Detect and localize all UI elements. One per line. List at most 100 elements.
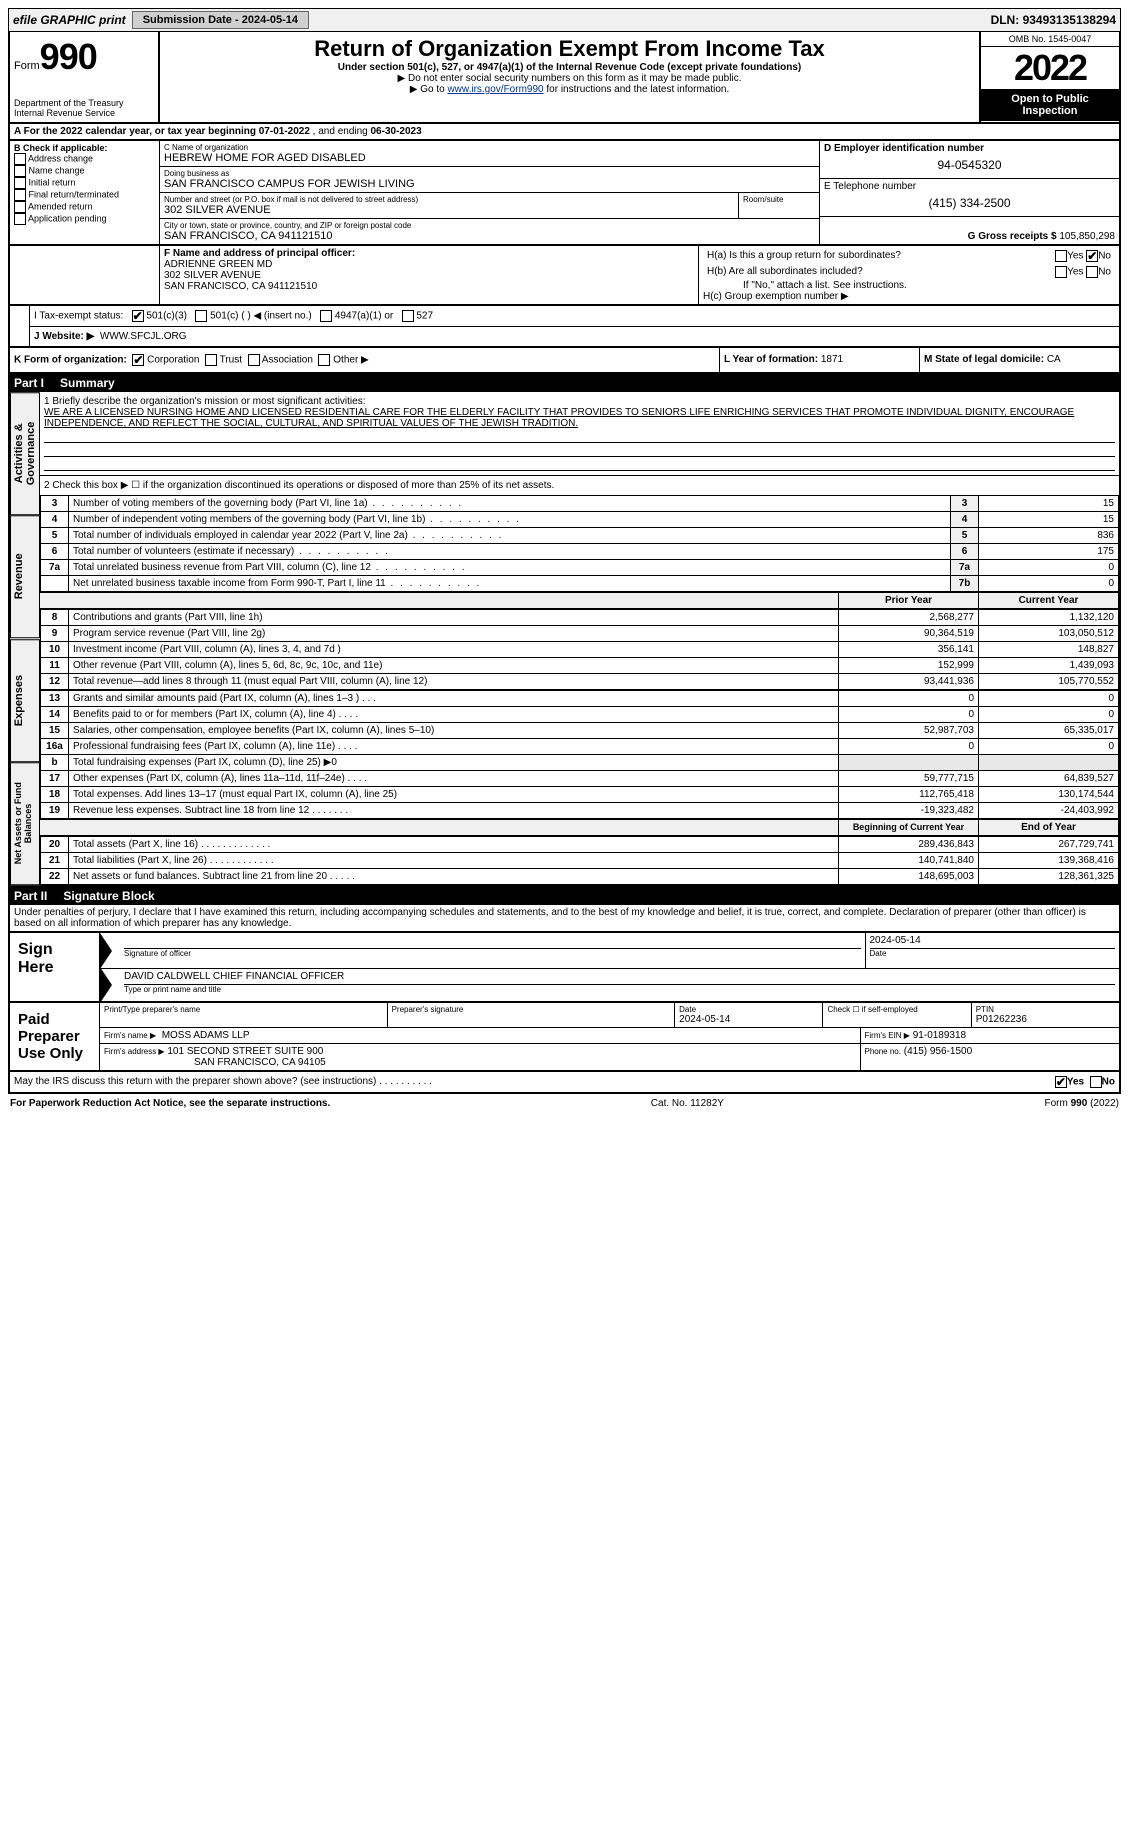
ha-yes[interactable] bbox=[1055, 250, 1067, 262]
officer-name: ADRIENNE GREEN MD bbox=[164, 259, 694, 270]
box-number: 3 bbox=[951, 496, 979, 512]
summary-table-revenue: 8 Contributions and grants (Part VIII, l… bbox=[40, 609, 1119, 690]
block-f-h: F Name and address of principal officer:… bbox=[8, 246, 1121, 306]
line-number: 17 bbox=[41, 771, 69, 787]
cb-association[interactable] bbox=[248, 354, 260, 366]
paid-preparer-block: Paid Preparer Use Only Print/Type prepar… bbox=[8, 1003, 1121, 1072]
part2-num: Part II bbox=[14, 889, 47, 903]
cb-other[interactable] bbox=[318, 354, 330, 366]
cb-501c[interactable] bbox=[195, 310, 207, 322]
cb-501c3[interactable] bbox=[132, 310, 144, 322]
prep-date: 2024-05-14 bbox=[679, 1014, 818, 1025]
dln: DLN: 93493135138294 bbox=[991, 13, 1116, 27]
hdr-current-year: Current Year bbox=[979, 593, 1119, 609]
line-number: 10 bbox=[41, 642, 69, 658]
prior-value: 140,741,840 bbox=[839, 853, 979, 869]
firm-phone: (415) 956-1500 bbox=[904, 1046, 972, 1057]
arrow-icon bbox=[100, 933, 112, 969]
tab-governance: Activities & Governance bbox=[10, 392, 40, 515]
submission-date-button[interactable]: Submission Date - 2024-05-14 bbox=[132, 11, 309, 29]
c-name-label: C Name of organization bbox=[164, 143, 815, 152]
line-text: Program service revenue (Part VIII, line… bbox=[69, 626, 839, 642]
current-value: 64,839,527 bbox=[979, 771, 1119, 787]
cb-trust[interactable] bbox=[205, 354, 217, 366]
row-k-l-m: K Form of organization: Corporation Trus… bbox=[8, 348, 1121, 374]
line-number: 22 bbox=[41, 869, 69, 885]
city-state-zip: SAN FRANCISCO, CA 941121510 bbox=[164, 230, 815, 242]
paid-preparer-label: Paid Preparer Use Only bbox=[10, 1003, 100, 1070]
state-domicile: CA bbox=[1047, 354, 1061, 365]
self-employed: Check ☐ if self-employed bbox=[827, 1005, 966, 1014]
firm-addr-label: Firm's address ▶ bbox=[104, 1047, 165, 1056]
current-value: 130,174,544 bbox=[979, 787, 1119, 803]
irs-link[interactable]: www.irs.gov/Form990 bbox=[447, 84, 543, 95]
phone-value: (415) 334-2500 bbox=[824, 192, 1115, 214]
sign-here-block: Sign Here Signature of officer 2024-05-1… bbox=[8, 933, 1121, 1003]
line-text: Total expenses. Add lines 13–17 (must eq… bbox=[69, 787, 839, 803]
line-text: Other expenses (Part IX, column (A), lin… bbox=[69, 771, 839, 787]
current-value: 139,368,416 bbox=[979, 853, 1119, 869]
line-number: 13 bbox=[41, 691, 69, 707]
ha-no[interactable] bbox=[1086, 250, 1098, 262]
form-title: Return of Organization Exempt From Incom… bbox=[168, 36, 971, 62]
current-value: 0 bbox=[979, 739, 1119, 755]
line-text: Total assets (Part X, line 16) . . . . .… bbox=[69, 837, 839, 853]
line-number: 21 bbox=[41, 853, 69, 869]
cb-name-change[interactable]: Name change bbox=[14, 165, 155, 177]
ha-label: H(a) Is this a group return for subordin… bbox=[703, 248, 1051, 264]
hdr-begin-year: Beginning of Current Year bbox=[839, 820, 979, 836]
cb-address-change[interactable]: Address change bbox=[14, 153, 155, 165]
firm-ein-label: Firm's EIN ▶ bbox=[865, 1031, 910, 1040]
line-text: Grants and similar amounts paid (Part IX… bbox=[69, 691, 839, 707]
footer-right: Form 990 (2022) bbox=[1045, 1098, 1119, 1109]
tab-revenue: Revenue bbox=[10, 515, 40, 638]
line-value: 15 bbox=[979, 496, 1119, 512]
cb-final-return[interactable]: Final return/terminated bbox=[14, 189, 155, 201]
box-number: 5 bbox=[951, 528, 979, 544]
discuss-yes[interactable] bbox=[1055, 1076, 1067, 1088]
street-address: 302 SILVER AVENUE bbox=[164, 204, 734, 216]
sig-date-label: Date bbox=[870, 949, 1116, 958]
gross-receipts-value: 105,850,298 bbox=[1059, 231, 1115, 242]
box-number: 4 bbox=[951, 512, 979, 528]
cb-initial-return[interactable]: Initial return bbox=[14, 177, 155, 189]
line-text: Other revenue (Part VIII, column (A), li… bbox=[69, 658, 839, 674]
line-text: Net assets or fund balances. Subtract li… bbox=[69, 869, 839, 885]
m-label: M State of legal domicile: bbox=[924, 354, 1044, 365]
officer-name-title: DAVID CALDWELL CHIEF FINANCIAL OFFICER bbox=[124, 971, 1115, 985]
f-label: F Name and address of principal officer: bbox=[164, 248, 694, 259]
line-text: Investment income (Part VIII, column (A)… bbox=[69, 642, 839, 658]
prior-value: 148,695,003 bbox=[839, 869, 979, 885]
open-to-public: Open to Public Inspection bbox=[981, 89, 1119, 121]
current-value: 1,132,120 bbox=[979, 610, 1119, 626]
addr-label: Number and street (or P.O. box if mail i… bbox=[164, 195, 734, 204]
cb-application-pending[interactable]: Application pending bbox=[14, 213, 155, 225]
dba-name: SAN FRANCISCO CAMPUS FOR JEWISH LIVING bbox=[164, 178, 815, 190]
col-b-header: B Check if applicable: bbox=[14, 143, 155, 153]
firm-phone-label: Phone no. bbox=[865, 1047, 901, 1056]
j-label: J Website: ▶ bbox=[34, 331, 94, 342]
row-i-j: I Tax-exempt status: 501(c)(3) 501(c) ( … bbox=[8, 306, 1121, 348]
discuss-no[interactable] bbox=[1090, 1076, 1102, 1088]
prior-value: 0 bbox=[839, 691, 979, 707]
cb-corporation[interactable] bbox=[132, 354, 144, 366]
summary-table-netassets: 20 Total assets (Part X, line 16) . . . … bbox=[40, 836, 1119, 885]
line-value: 0 bbox=[979, 560, 1119, 576]
hb-yes[interactable] bbox=[1055, 266, 1067, 278]
line-text: Total number of individuals employed in … bbox=[69, 528, 951, 544]
cb-527[interactable] bbox=[402, 310, 414, 322]
line-text: Total unrelated business revenue from Pa… bbox=[69, 560, 951, 576]
arrow-icon bbox=[100, 967, 112, 1003]
hb-no[interactable] bbox=[1086, 266, 1098, 278]
line-number: 5 bbox=[41, 528, 69, 544]
omb-number: OMB No. 1545-0047 bbox=[981, 32, 1119, 47]
discuss-text: May the IRS discuss this return with the… bbox=[14, 1076, 1055, 1088]
form-header: Form990 Department of the Treasury Inter… bbox=[8, 32, 1121, 124]
prior-value: -19,323,482 bbox=[839, 803, 979, 819]
sig-officer-label: Signature of officer bbox=[124, 949, 861, 958]
line-number: 12 bbox=[41, 674, 69, 690]
prior-value: 93,441,936 bbox=[839, 674, 979, 690]
page-footer: For Paperwork Reduction Act Notice, see … bbox=[8, 1094, 1121, 1113]
cb-amended-return[interactable]: Amended return bbox=[14, 201, 155, 213]
cb-4947[interactable] bbox=[320, 310, 332, 322]
